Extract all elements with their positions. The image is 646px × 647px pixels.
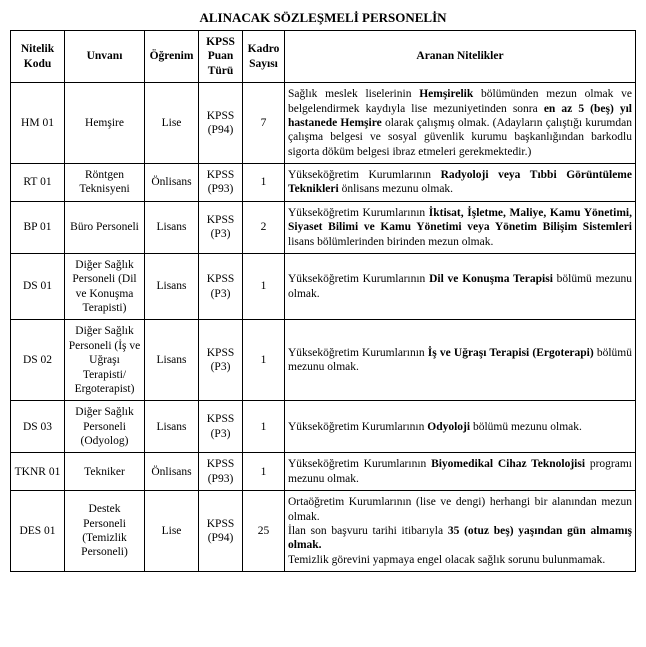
header-kpss: KPSS Puan Türü [199,31,243,83]
table-row: TKNR 01TeknikerÖnlisansKPSS (P93)1Yüksek… [11,453,636,491]
cell-position: Röntgen Teknisyeni [65,164,145,202]
cell-code: DS 03 [11,401,65,453]
cell-code: BP 01 [11,201,65,253]
header-requirements: Aranan Nitelikler [285,31,636,83]
table-row: DS 03Diğer Sağlık Personeli (Odyolog)Lis… [11,401,636,453]
cell-requirements: Yükseköğretim Kurumlarının Odyoloji bölü… [285,401,636,453]
cell-requirements: Yükseköğretim Kurumlarının Biyomedikal C… [285,453,636,491]
cell-position: Destek Personeli (Temizlik Personeli) [65,491,145,572]
cell-count: 25 [243,491,285,572]
cell-requirements: Yükseköğretim Kurumlarının Radyoloji vey… [285,164,636,202]
cell-code: RT 01 [11,164,65,202]
personnel-table: Nitelik Kodu Unvanı Öğrenim KPSS Puan Tü… [10,30,636,572]
cell-code: TKNR 01 [11,453,65,491]
cell-count: 1 [243,453,285,491]
cell-kpss: KPSS (P93) [199,164,243,202]
cell-position: Diğer Sağlık Personeli (Dil ve Konuşma T… [65,253,145,320]
cell-position: Tekniker [65,453,145,491]
cell-count: 7 [243,83,285,164]
cell-kpss: KPSS (P94) [199,491,243,572]
cell-requirements: Yükseköğretim Kurumlarının İş ve Uğraşı … [285,320,636,401]
cell-education: Lise [145,491,199,572]
cell-kpss: KPSS (P3) [199,401,243,453]
cell-position: Hemşire [65,83,145,164]
table-row: RT 01Röntgen TeknisyeniÖnlisansKPSS (P93… [11,164,636,202]
header-count: Kadro Sayısı [243,31,285,83]
cell-count: 1 [243,401,285,453]
table-row: DES 01Destek Personeli (Temizlik Persone… [11,491,636,572]
cell-code: DES 01 [11,491,65,572]
cell-position: Diğer Sağlık Personeli (Odyolog) [65,401,145,453]
cell-count: 2 [243,201,285,253]
cell-kpss: KPSS (P3) [199,253,243,320]
cell-kpss: KPSS (P3) [199,320,243,401]
cell-code: HM 01 [11,83,65,164]
cell-code: DS 01 [11,253,65,320]
header-education: Öğrenim [145,31,199,83]
cell-education: Önlisans [145,164,199,202]
cell-education: Lisans [145,253,199,320]
cell-position: Büro Personeli [65,201,145,253]
header-row: Nitelik Kodu Unvanı Öğrenim KPSS Puan Tü… [11,31,636,83]
cell-education: Önlisans [145,453,199,491]
cell-requirements: Yükseköğretim Kurumlarının Dil ve Konuşm… [285,253,636,320]
header-position: Unvanı [65,31,145,83]
cell-kpss: KPSS (P94) [199,83,243,164]
cell-count: 1 [243,320,285,401]
table-row: DS 02Diğer Sağlık Personeli (İş ve Uğraş… [11,320,636,401]
cell-code: DS 02 [11,320,65,401]
table-row: BP 01Büro PersoneliLisansKPSS (P3)2Yükse… [11,201,636,253]
page-title: ALINACAK SÖZLEŞMELİ PERSONELİN [10,10,636,26]
cell-count: 1 [243,164,285,202]
table-row: HM 01HemşireLiseKPSS (P94)7Sağlık meslek… [11,83,636,164]
cell-position: Diğer Sağlık Personeli (İş ve Uğraşı Ter… [65,320,145,401]
cell-education: Lisans [145,320,199,401]
cell-education: Lise [145,83,199,164]
cell-requirements: Ortaöğretim Kurumlarının (lise ve dengi)… [285,491,636,572]
cell-education: Lisans [145,201,199,253]
header-code: Nitelik Kodu [11,31,65,83]
cell-education: Lisans [145,401,199,453]
cell-kpss: KPSS (P3) [199,201,243,253]
cell-count: 1 [243,253,285,320]
cell-requirements: Yükseköğretim Kurumlarının İktisat, İşle… [285,201,636,253]
cell-requirements: Sağlık meslek liselerinin Hemşirelik böl… [285,83,636,164]
cell-kpss: KPSS (P93) [199,453,243,491]
table-row: DS 01Diğer Sağlık Personeli (Dil ve Konu… [11,253,636,320]
